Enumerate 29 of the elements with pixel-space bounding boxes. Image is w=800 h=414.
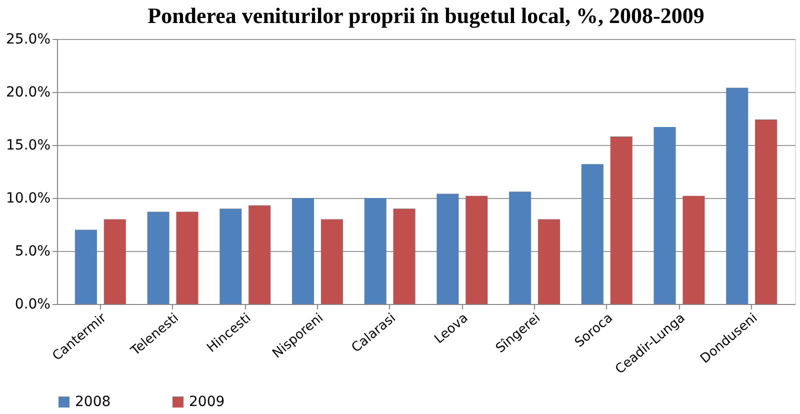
y-tick-label: 25.0% bbox=[6, 32, 50, 48]
y-tick-label: 15.0% bbox=[6, 138, 50, 154]
bar bbox=[436, 194, 459, 304]
bar bbox=[466, 196, 488, 304]
bar bbox=[726, 88, 748, 304]
bar bbox=[581, 164, 604, 304]
bar bbox=[147, 212, 170, 304]
bar bbox=[176, 212, 198, 304]
y-tick-label: 0.0% bbox=[14, 296, 50, 312]
bar bbox=[320, 219, 343, 304]
bar bbox=[220, 208, 242, 304]
legend-label: 2008 bbox=[75, 394, 111, 410]
bar bbox=[364, 198, 386, 304]
bar bbox=[292, 198, 314, 304]
chart-title: Ponderea veniturilor proprii în bugetul local, %, 2008-2009 bbox=[148, 3, 704, 28]
bar bbox=[74, 230, 97, 304]
bar bbox=[538, 219, 560, 304]
y-tick-label: 10.0% bbox=[6, 190, 50, 206]
y-tick-label: 5.0% bbox=[14, 244, 50, 260]
bar bbox=[393, 208, 416, 304]
bar bbox=[104, 219, 126, 304]
legend-label: 2009 bbox=[189, 394, 225, 410]
bar bbox=[248, 205, 271, 304]
bar bbox=[755, 120, 778, 304]
y-tick-label: 20.0% bbox=[6, 84, 50, 100]
bar bbox=[509, 192, 532, 304]
bar bbox=[610, 136, 632, 304]
bar bbox=[682, 196, 705, 304]
bar bbox=[654, 126, 676, 304]
